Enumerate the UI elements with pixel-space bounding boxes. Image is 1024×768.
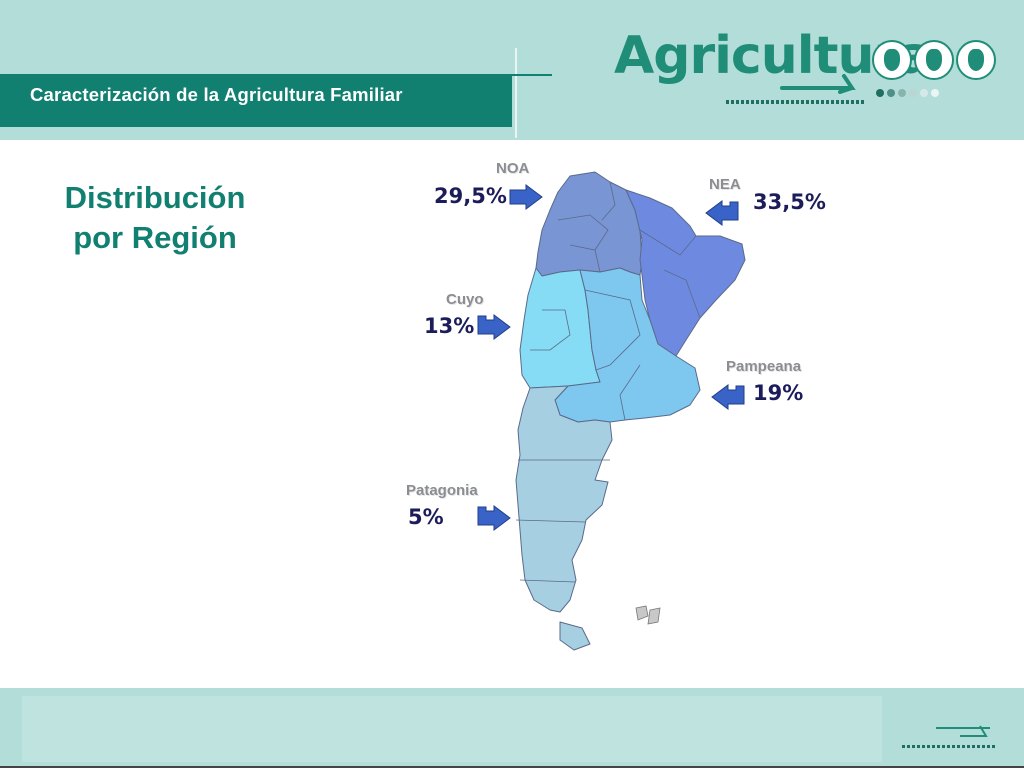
logo-dots (876, 84, 942, 102)
region-label-patagonia: Patagonia (406, 482, 478, 499)
map-region-tierra-del-fuego (559, 621, 591, 651)
logo-tagline (726, 100, 866, 104)
footer-edge (0, 766, 1024, 768)
map-region-patagonia (515, 385, 613, 613)
region-percent-cuyo: 13% (424, 314, 475, 338)
region-label-nea: NEA (709, 176, 741, 193)
region-percent-pampeana: 19% (753, 381, 804, 405)
footer-panel (22, 696, 882, 762)
logo-arrow-icon (780, 74, 856, 94)
fish-icon (956, 40, 996, 80)
arrow-right-icon (477, 505, 511, 531)
cow-icon (914, 40, 954, 80)
map-region-pampeana (554, 267, 701, 423)
footer-tagline (902, 745, 996, 748)
map-region-noa (535, 171, 643, 277)
region-percent-nea: 33,5% (753, 190, 826, 214)
arrow-right-icon (477, 314, 511, 340)
argentina-map (515, 171, 746, 651)
header-divider (515, 48, 517, 138)
arrow-left-icon (705, 200, 739, 226)
page-title: Distribución por Región (40, 178, 270, 258)
title-line-1: Distribución (64, 180, 246, 215)
header-accent-line (512, 74, 552, 76)
arrow-left-icon (711, 384, 745, 410)
region-percent-noa: 29,5% (434, 184, 507, 208)
title-line-2: por Región (73, 220, 237, 255)
arrow-right-icon (509, 184, 543, 210)
title-bar (0, 74, 512, 127)
map-islands (635, 605, 661, 625)
region-label-cuyo: Cuyo (446, 291, 484, 308)
header-subtitle: Caracterización de la Agricultura Famili… (30, 84, 403, 105)
header-accent-dot (494, 95, 502, 103)
region-label-pampeana: Pampeana (726, 358, 802, 375)
wheat-icon (872, 40, 912, 80)
region-percent-patagonia: 5% (408, 505, 444, 529)
region-label-noa: NOA (496, 160, 530, 177)
footer-logo-arrow-icon (936, 725, 990, 737)
